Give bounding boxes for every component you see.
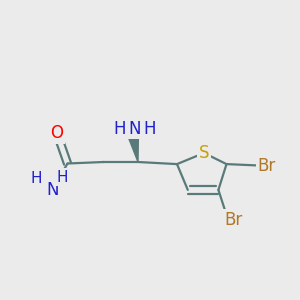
Text: Br: Br — [257, 157, 275, 175]
Text: Br: Br — [224, 211, 242, 229]
Text: H: H — [113, 120, 126, 138]
Text: N: N — [128, 120, 141, 138]
Text: H: H — [56, 169, 68, 184]
Text: N: N — [46, 181, 59, 199]
Text: H: H — [143, 120, 156, 138]
Polygon shape — [125, 128, 139, 162]
Text: O: O — [50, 124, 64, 142]
Text: S: S — [199, 144, 209, 162]
Text: H: H — [30, 171, 42, 186]
